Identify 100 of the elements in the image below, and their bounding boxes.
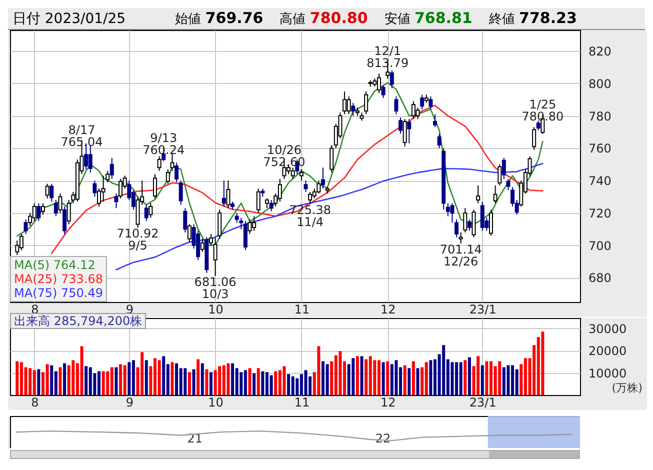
candlestick bbox=[299, 168, 304, 182]
y-tick-label: 680 bbox=[588, 271, 612, 286]
x-tick-label: 23/1 bbox=[469, 396, 496, 410]
bar bbox=[28, 368, 32, 395]
bar bbox=[304, 370, 308, 395]
x-tick-label: 9 bbox=[126, 396, 134, 410]
bar bbox=[58, 367, 62, 395]
bar bbox=[291, 376, 294, 395]
bar bbox=[50, 365, 54, 395]
candlestick bbox=[183, 208, 188, 233]
bar bbox=[464, 360, 467, 395]
y-axis-title: (万株) bbox=[612, 382, 642, 394]
bar bbox=[386, 361, 390, 395]
candlestick bbox=[278, 178, 282, 202]
annotation: 710.92 9/5 bbox=[116, 226, 159, 253]
y-tick-label: 760 bbox=[588, 142, 612, 156]
candlestick bbox=[476, 184, 480, 204]
candlestick bbox=[416, 107, 420, 120]
bar bbox=[46, 364, 49, 395]
candlestick bbox=[209, 234, 213, 246]
bar bbox=[252, 373, 256, 395]
x-tick-label: 10 bbox=[208, 396, 224, 410]
candlestick bbox=[256, 188, 260, 214]
bar bbox=[360, 356, 364, 395]
candlestick bbox=[153, 174, 157, 199]
candlestick bbox=[218, 209, 222, 240]
annotation: 701.14 12/26 bbox=[440, 242, 482, 268]
bar bbox=[140, 352, 144, 395]
bar bbox=[541, 332, 544, 395]
bar bbox=[296, 378, 299, 395]
bar bbox=[498, 361, 502, 395]
y-tick-label: 30000 bbox=[588, 322, 627, 336]
candlestick bbox=[178, 180, 183, 206]
bar bbox=[450, 362, 454, 395]
bar bbox=[110, 367, 114, 395]
candlestick bbox=[454, 218, 459, 238]
candlestick bbox=[450, 202, 454, 224]
bar bbox=[170, 362, 174, 395]
candlestick bbox=[502, 157, 506, 180]
bar bbox=[334, 355, 338, 395]
bar bbox=[214, 370, 217, 395]
bar bbox=[270, 375, 273, 395]
bar bbox=[158, 360, 161, 395]
bar bbox=[205, 369, 208, 395]
candlestick bbox=[364, 91, 368, 115]
bar bbox=[364, 359, 368, 395]
candlestick bbox=[321, 167, 325, 190]
bar bbox=[412, 361, 415, 395]
y-tick-label: 780 bbox=[588, 109, 612, 124]
bar bbox=[502, 367, 506, 395]
bar bbox=[218, 366, 222, 395]
candlestick bbox=[493, 184, 498, 204]
bar bbox=[80, 346, 84, 395]
bar bbox=[175, 363, 178, 395]
x-tick-label: 12 bbox=[380, 302, 396, 316]
candlestick bbox=[316, 180, 321, 194]
bar bbox=[368, 356, 372, 395]
candlestick bbox=[118, 178, 123, 199]
bar bbox=[240, 372, 243, 395]
bar bbox=[480, 365, 484, 395]
x-tick-label: 12 bbox=[380, 396, 396, 410]
candlestick bbox=[148, 202, 153, 218]
bar bbox=[188, 372, 191, 395]
candlestick bbox=[15, 240, 20, 256]
candlestick bbox=[480, 201, 484, 232]
candlestick bbox=[166, 168, 170, 184]
bar bbox=[123, 365, 126, 395]
bar bbox=[102, 371, 105, 395]
bar bbox=[261, 371, 264, 395]
candlestick bbox=[428, 96, 433, 110]
candlestick bbox=[174, 162, 179, 183]
text: MA(25) 733.68 bbox=[14, 272, 103, 286]
candlestick bbox=[170, 152, 174, 172]
candlestick bbox=[458, 232, 463, 244]
x-tick-label: 8 bbox=[31, 396, 39, 410]
candlestick bbox=[290, 167, 295, 180]
y-tick-label: 700 bbox=[588, 238, 612, 253]
candlestick bbox=[101, 175, 106, 202]
candlestick bbox=[308, 191, 312, 205]
candlestick bbox=[420, 94, 424, 110]
candlestick bbox=[342, 91, 347, 115]
bar bbox=[282, 366, 286, 395]
y-tick-label: 20000 bbox=[588, 344, 627, 358]
bar bbox=[424, 362, 428, 395]
candlestick bbox=[200, 238, 204, 252]
bar bbox=[338, 351, 342, 395]
bar bbox=[231, 363, 234, 395]
candlestick bbox=[222, 180, 226, 207]
candlestick bbox=[239, 217, 244, 230]
candlestick bbox=[213, 236, 218, 276]
text: 高値 780.80 bbox=[278, 9, 368, 27]
y-tick-label: 820 bbox=[588, 44, 612, 59]
bar bbox=[429, 360, 432, 395]
candlestick bbox=[472, 209, 476, 238]
bar bbox=[382, 362, 385, 395]
bar bbox=[119, 364, 122, 395]
x-tick-label: 22 bbox=[375, 432, 391, 446]
bar bbox=[37, 369, 40, 395]
candlestick bbox=[437, 133, 442, 149]
chart-title: 日付 2023/01/25 bbox=[11, 11, 126, 27]
